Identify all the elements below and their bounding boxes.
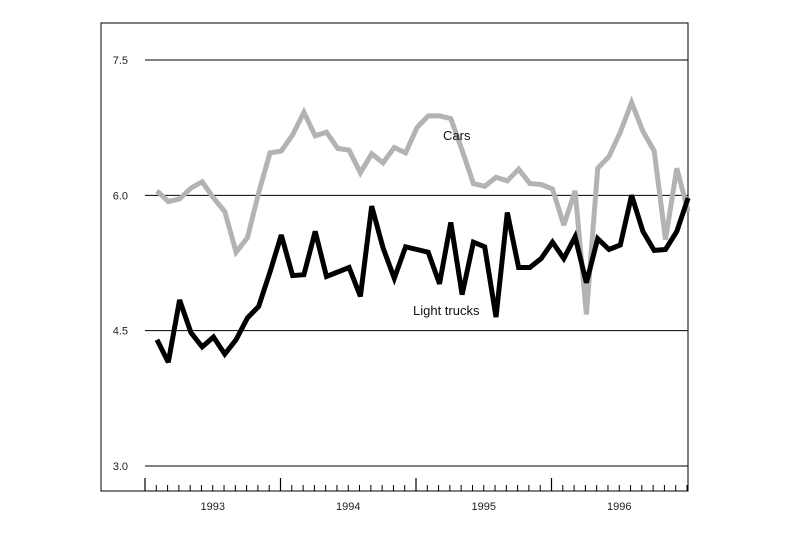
- data-series: [154, 95, 691, 364]
- x-tick-label-2: 1995: [472, 501, 496, 513]
- series-line-cars: [155, 95, 691, 315]
- axes: 3.0 4.5 6.0 7.5 1993 1994 1995 1996: [113, 55, 688, 513]
- y-tick-label-1: 4.5: [113, 326, 128, 338]
- y-tick-label-0: 3.0: [113, 461, 128, 473]
- x-tick-label-0: 1993: [201, 501, 225, 513]
- grid-lines: [145, 59, 688, 467]
- x-tick-label-1: 1994: [336, 501, 360, 513]
- series-line-light-trucks: [154, 194, 691, 364]
- plot-frame: [100, 22, 689, 492]
- y-tick-label-2: 6.0: [113, 190, 128, 202]
- annotation-light-trucks: Light trucks: [413, 303, 480, 318]
- x-tick-label-3: 1996: [607, 501, 631, 513]
- chart-labels: Cars Light trucks: [413, 128, 480, 318]
- y-tick-label-3: 7.5: [113, 55, 128, 67]
- annotation-cars: Cars: [443, 128, 471, 143]
